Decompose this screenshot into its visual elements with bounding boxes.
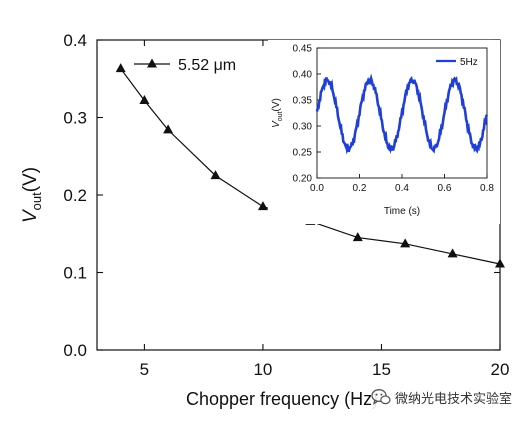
- main-y-axis-label: Vout(V): [20, 167, 44, 223]
- inset-x-tick-label: 0.6: [438, 183, 452, 194]
- main-y-tick-label: 0.2: [63, 186, 87, 205]
- main-y-tick-label: 0.0: [63, 341, 87, 360]
- inset-y-label-sub: out: [277, 111, 284, 121]
- main-data-point: [115, 63, 126, 73]
- inset-x-tick-label: 0.0: [310, 183, 324, 194]
- main-y-tick-label: 0.4: [63, 31, 87, 50]
- inset-legend: 5Hz: [436, 57, 478, 68]
- wechat-icon: [371, 389, 391, 405]
- main-x-tick-label: 5: [140, 360, 149, 379]
- main-y-label-v: V: [20, 208, 41, 223]
- main-legend: 5.52 μm: [134, 57, 236, 74]
- main-data-point: [163, 124, 174, 134]
- watermark-text: 微纳光电技术实验室: [395, 391, 513, 407]
- inset-x-axis-label: Time (s): [384, 206, 420, 217]
- inset-y-tick-label: 0.30: [293, 122, 313, 133]
- inset-y-tick-label: 0.35: [293, 96, 313, 107]
- main-x-axis-label: Chopper frequency (Hz): [186, 389, 378, 409]
- main-data-point: [447, 248, 458, 258]
- inset-y-axis-label: Vout(V): [271, 98, 284, 128]
- inset-x-tick-label: 0.2: [353, 183, 367, 194]
- inset-x-tick-label: 0.8: [480, 183, 494, 194]
- inset-legend-label: 5Hz: [460, 57, 478, 68]
- inset-x-axis: 0.0 0.2 0.4 0.6 0.8: [310, 174, 494, 194]
- main-x-tick-label: 15: [372, 360, 391, 379]
- main-data-point: [139, 94, 150, 104]
- inset-x-tick-label: 0.4: [395, 183, 409, 194]
- main-y-axis: 0.0 0.1 0.2 0.3 0.4: [63, 31, 500, 360]
- inset-y-tick-label: 0.20: [293, 174, 313, 185]
- main-data-point: [352, 232, 363, 242]
- inset-y-label-unit: (V): [271, 98, 282, 111]
- main-data-point: [257, 201, 268, 211]
- inset-series-waveform: [315, 73, 489, 155]
- main-y-tick-label: 0.3: [63, 109, 87, 128]
- main-x-tick-label: 20: [491, 360, 510, 379]
- inset-y-tick-label: 0.25: [293, 148, 313, 159]
- main-y-label-unit: (V): [20, 167, 41, 192]
- legend-triangle-marker: [147, 58, 157, 68]
- main-data-point: [210, 170, 221, 180]
- main-data-point: [495, 258, 505, 268]
- legend-label: 5.52 μm: [178, 57, 236, 74]
- watermark: 微纳光电技术实验室: [371, 384, 529, 410]
- main-x-tick-label: 10: [253, 360, 272, 379]
- main-y-tick-label: 0.1: [63, 264, 87, 283]
- inset-y-tick-label: 0.45: [293, 44, 313, 55]
- main-chart: 5 10 15 20 0.0 0.1 0.2 0.3 0.4 5.52 μm Chopper …: [20, 31, 509, 409]
- inset-chart: 0.0 0.2 0.4 0.6 0.8 0.20 0.25 0.30 0.35 0.40 0.45…: [268, 40, 500, 224]
- main-data-point: [400, 238, 411, 248]
- inset-y-tick-label: 0.40: [293, 70, 313, 81]
- main-y-label-sub: out: [29, 192, 44, 210]
- inset-y-label-v: V: [271, 120, 282, 128]
